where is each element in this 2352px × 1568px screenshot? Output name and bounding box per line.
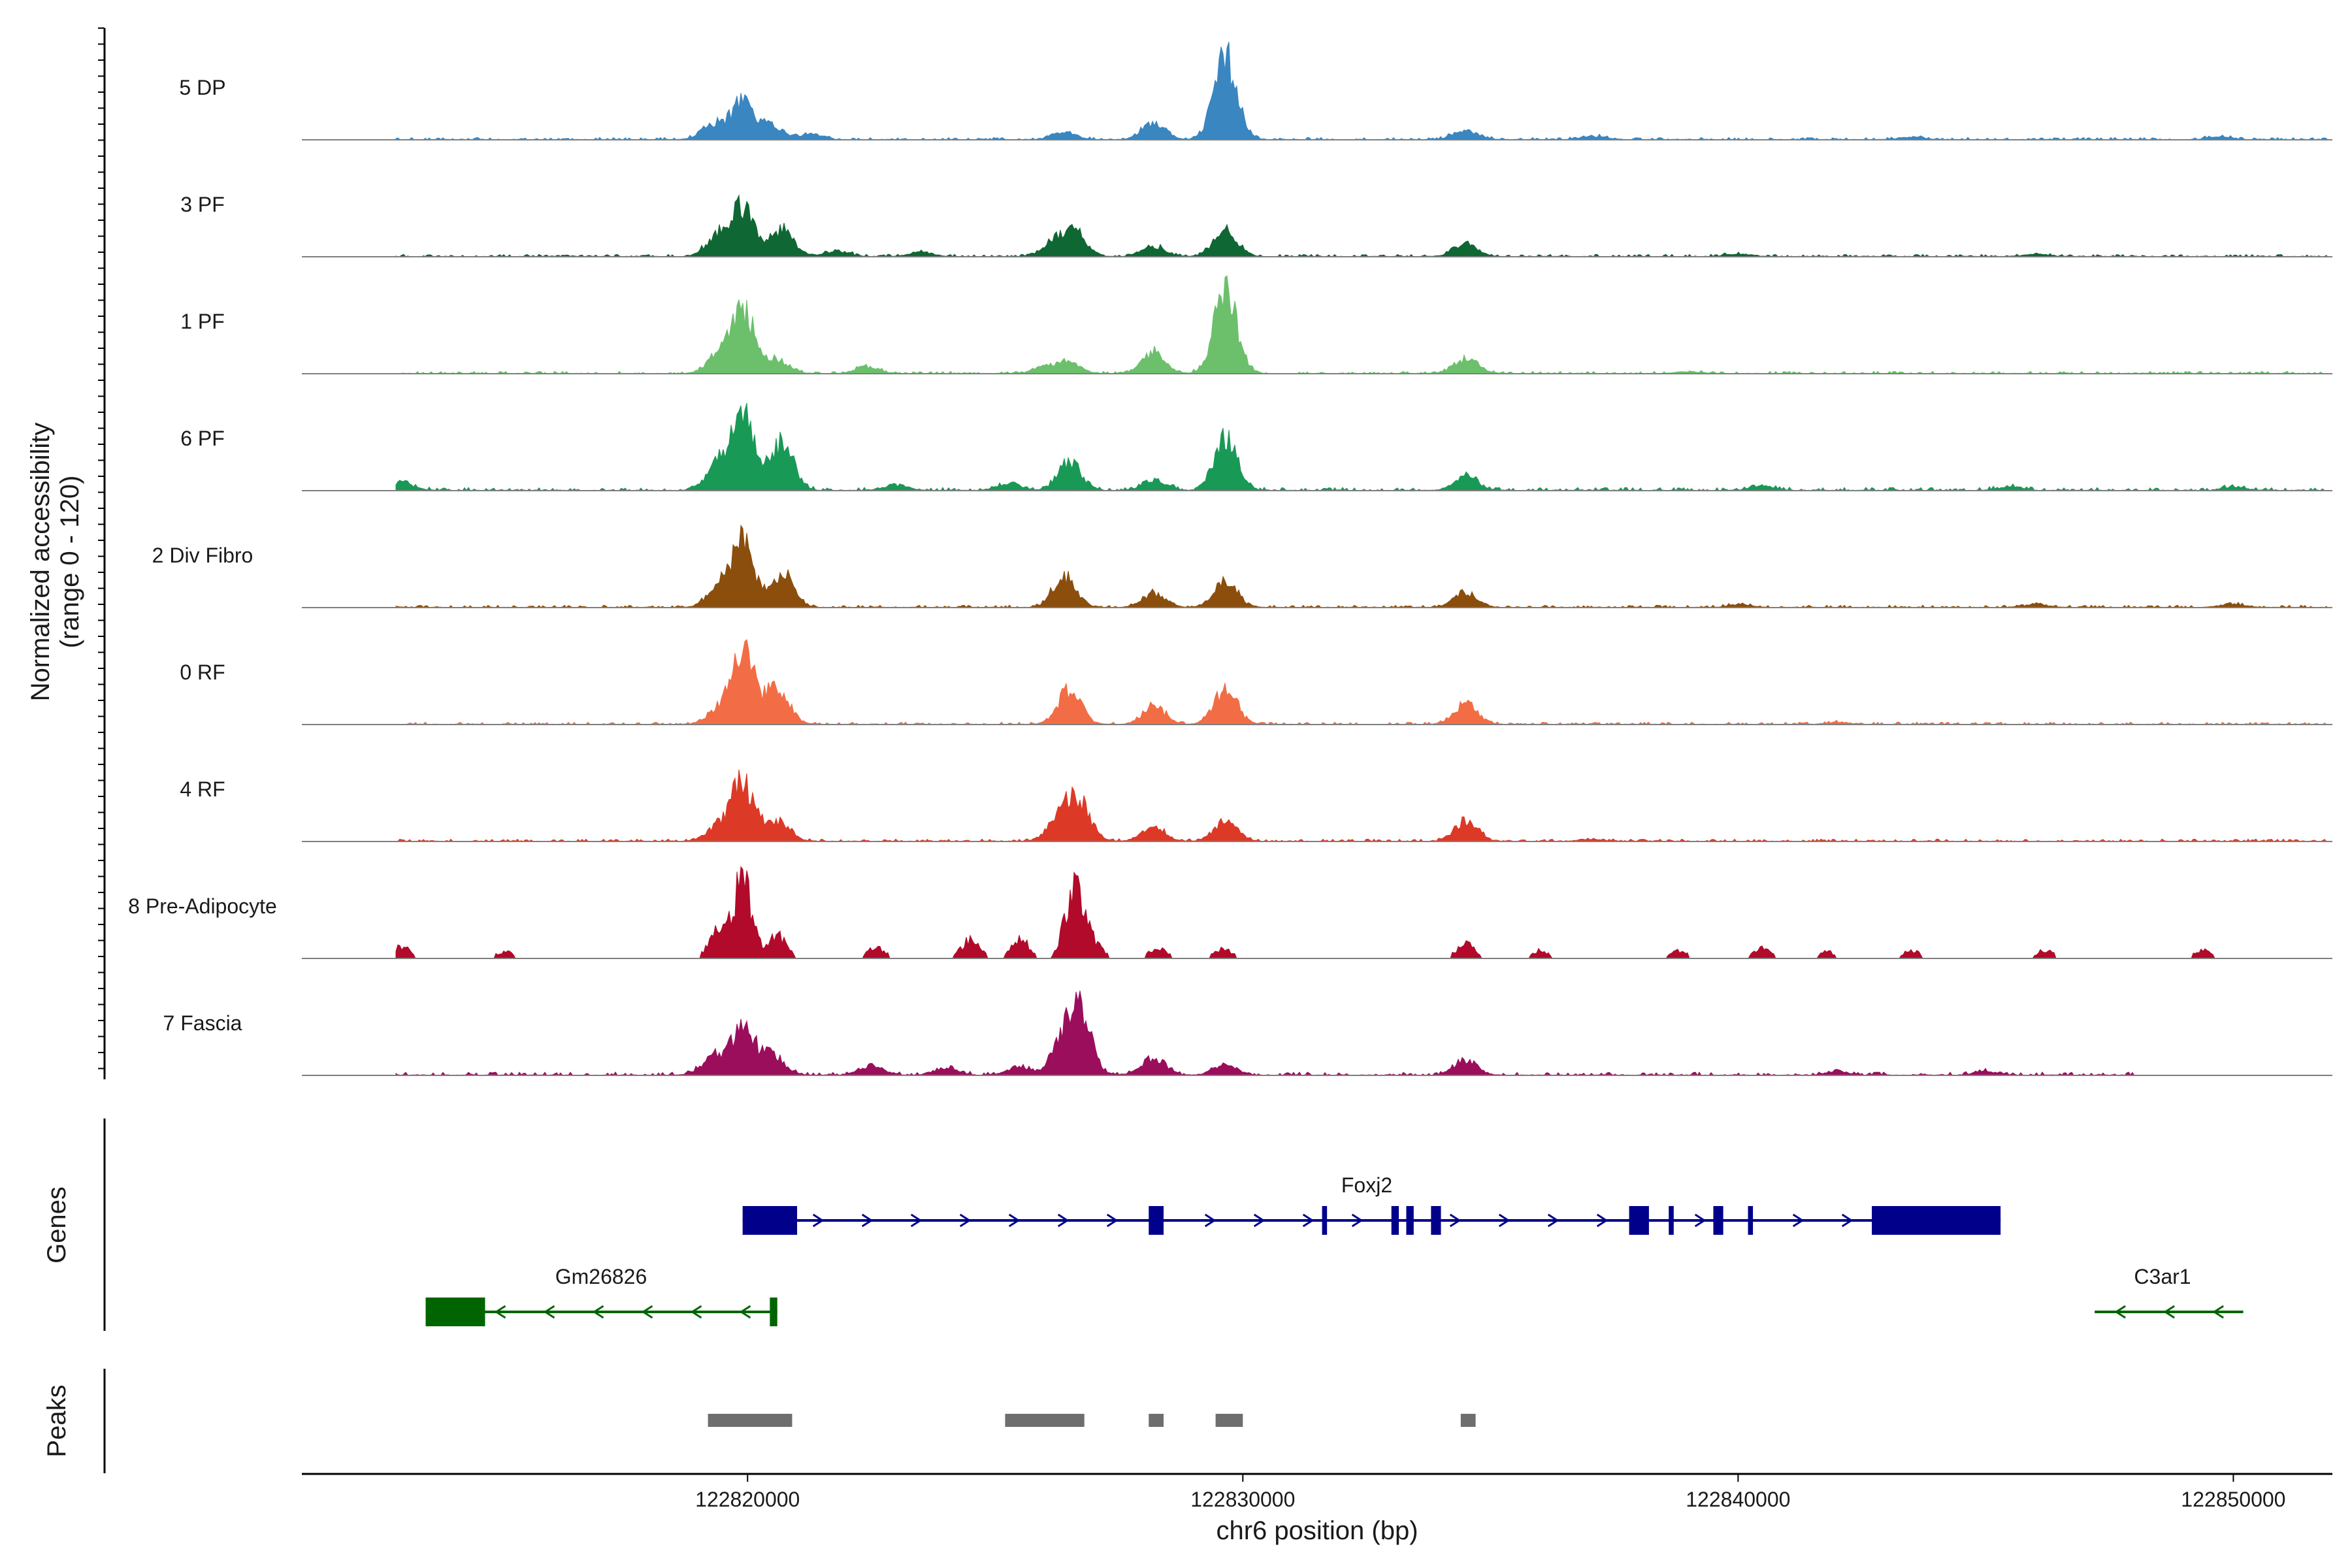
genes-panel: Foxj2 Gm26826 C3ar1 bbox=[425, 1173, 2244, 1326]
peaks-panel bbox=[708, 1414, 1476, 1427]
strand-arrow bbox=[1841, 1213, 1854, 1228]
coverage-area bbox=[395, 41, 2328, 140]
strand-arrow bbox=[1253, 1213, 1266, 1228]
strand-arrow bbox=[910, 1213, 923, 1228]
coverage-area bbox=[395, 275, 2328, 374]
strand-arrow bbox=[1302, 1213, 1315, 1228]
coverage-tracks: 5 DP 3 PF 1 PF 6 PF 2 Div Fibro 0 RF 4 RF 8 Pre… bbox=[128, 41, 2332, 1076]
strand-arrow bbox=[2114, 1305, 2126, 1319]
track-6-pf: 6 PF bbox=[180, 402, 2332, 491]
x-tick-label: 122840000 bbox=[1686, 1488, 1790, 1511]
gene-label: Foxj2 bbox=[1341, 1173, 1392, 1197]
coverage-area bbox=[395, 769, 2328, 842]
strand-arrow bbox=[1498, 1213, 1511, 1228]
peak-region bbox=[1215, 1414, 1243, 1427]
peak-region bbox=[1005, 1414, 1085, 1427]
track-label: 8 Pre-Adipocyte bbox=[128, 894, 277, 918]
exon bbox=[1629, 1206, 1649, 1235]
y-axis bbox=[98, 27, 106, 1079]
strand-arrow bbox=[1057, 1213, 1070, 1228]
genes-panel-label: Genes bbox=[42, 1186, 71, 1264]
x-tick-label: 122850000 bbox=[2181, 1488, 2285, 1511]
peak-region bbox=[1149, 1414, 1164, 1427]
gene-label: Gm26826 bbox=[555, 1265, 647, 1288]
peaks-panel-label: Peaks bbox=[42, 1384, 71, 1457]
exon bbox=[770, 1298, 777, 1326]
coverage-area bbox=[395, 194, 2328, 257]
coverage-area bbox=[395, 990, 2135, 1076]
strand-arrow bbox=[592, 1305, 604, 1319]
peak-region bbox=[1460, 1414, 1476, 1427]
exon bbox=[1322, 1206, 1328, 1235]
strand-arrow bbox=[543, 1305, 555, 1319]
track-5-dp: 5 DP bbox=[179, 41, 2332, 140]
strand-arrow bbox=[812, 1213, 825, 1228]
coverage-area bbox=[395, 639, 2328, 725]
coverage-area bbox=[395, 402, 2328, 491]
strand-arrow bbox=[1449, 1213, 1462, 1228]
strand-arrow bbox=[739, 1305, 751, 1319]
track-label: 2 Div Fibro bbox=[152, 544, 253, 567]
strand-arrow bbox=[1008, 1213, 1021, 1228]
track-label: 0 RF bbox=[180, 661, 225, 684]
track-7-fascia: 7 Fascia bbox=[163, 990, 2332, 1076]
track-label: 7 Fascia bbox=[163, 1011, 242, 1035]
track-1-pf: 1 PF bbox=[180, 275, 2332, 374]
coverage-area bbox=[395, 866, 2328, 959]
x-axis-label: chr6 position (bp) bbox=[1216, 1516, 1418, 1545]
track-0-rf: 0 RF bbox=[180, 639, 2332, 725]
strand-arrow bbox=[861, 1213, 874, 1228]
strand-arrow bbox=[1351, 1213, 1364, 1228]
track-label: 3 PF bbox=[180, 193, 225, 216]
track-label: 6 PF bbox=[180, 427, 225, 450]
strand-arrow bbox=[2163, 1305, 2175, 1319]
strand-arrow bbox=[959, 1213, 972, 1228]
exon bbox=[1669, 1206, 1674, 1235]
exon bbox=[1149, 1206, 1164, 1235]
strand-arrow bbox=[494, 1305, 506, 1319]
x-axis: 122820000 122830000 122840000 122850000 bbox=[302, 1473, 2332, 1511]
track-2-div-fibro: 2 Div Fibro bbox=[152, 524, 2332, 608]
exon bbox=[1713, 1206, 1723, 1235]
exon bbox=[425, 1298, 485, 1326]
track-4-rf: 4 RF bbox=[180, 769, 2332, 842]
gene-label: C3ar1 bbox=[2134, 1265, 2191, 1288]
exon bbox=[1391, 1206, 1399, 1235]
y-axis-label: Normalized accessibility bbox=[26, 423, 55, 702]
strand-arrow bbox=[1694, 1213, 1707, 1228]
track-label: 5 DP bbox=[179, 76, 225, 99]
strand-arrow bbox=[690, 1305, 702, 1319]
strand-arrow bbox=[1792, 1213, 1805, 1228]
strand-arrow bbox=[1106, 1213, 1119, 1228]
strand-arrow bbox=[1547, 1213, 1560, 1228]
track-label: 1 PF bbox=[180, 310, 225, 333]
track-8-pre-adipocyte: 8 Pre-Adipocyte bbox=[128, 866, 2332, 959]
track-label: 4 RF bbox=[180, 777, 225, 801]
gene-gm26826: Gm26826 bbox=[425, 1265, 777, 1326]
exon bbox=[742, 1206, 798, 1235]
strand-arrow bbox=[641, 1305, 653, 1319]
exon bbox=[1406, 1206, 1414, 1235]
exon bbox=[1872, 1206, 2001, 1235]
exon bbox=[1431, 1206, 1441, 1235]
gene-foxj2: Foxj2 bbox=[742, 1173, 2001, 1235]
strand-arrow bbox=[2212, 1305, 2224, 1319]
peak-region bbox=[708, 1414, 792, 1427]
x-tick-label: 122820000 bbox=[695, 1488, 800, 1511]
y-axis-range-label: (range 0 - 120) bbox=[56, 476, 84, 649]
x-tick-label: 122830000 bbox=[1190, 1488, 1295, 1511]
coverage-area bbox=[395, 524, 2328, 608]
exon bbox=[1748, 1206, 1754, 1235]
gene-c3ar1: C3ar1 bbox=[2095, 1265, 2244, 1319]
strand-arrow bbox=[1204, 1213, 1217, 1228]
track-3-pf: 3 PF bbox=[180, 193, 2332, 257]
strand-arrow bbox=[1596, 1213, 1609, 1228]
